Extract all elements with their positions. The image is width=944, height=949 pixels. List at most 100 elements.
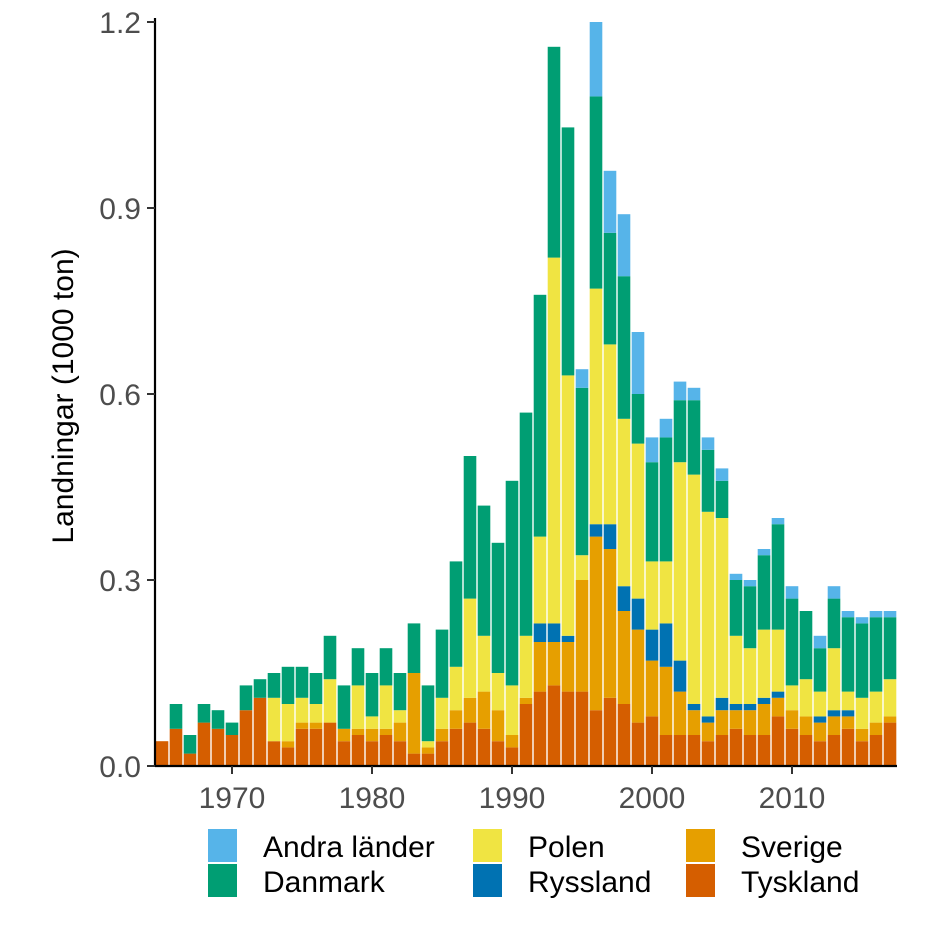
bar-segment-tyskland-1998 [617, 704, 631, 766]
bar-segment-polen-1982 [393, 710, 407, 723]
legend-key-ryssland [473, 864, 502, 897]
bar-segment-sverige-1980 [365, 728, 379, 742]
bar-segment-sverige-1994 [561, 642, 575, 692]
bar-segment-danmark-1989 [491, 542, 505, 673]
bar-segment-polen-1985 [435, 697, 449, 729]
bar-segment-tyskland-2016 [869, 735, 883, 766]
bar-segment-sverige-1975 [295, 722, 309, 729]
bar-segment-sverige-1985 [435, 728, 449, 742]
bar-segment-sverige-2014 [841, 716, 855, 729]
bar-segment-tyskland-2009 [771, 716, 785, 766]
bar-segment-polen-1987 [463, 598, 477, 698]
bar-segment-tyskland-2013 [827, 735, 841, 766]
bar-segment-sverige-1979 [351, 728, 365, 735]
bar-segment-polen-2013 [827, 648, 841, 711]
y-tick-label: 0.3 [99, 565, 141, 598]
bar-segment-ryssland-1993 [547, 623, 561, 642]
bar-segment-ryssland-2002 [673, 660, 687, 692]
bar-segment-andra-lander-2010 [785, 586, 799, 599]
bar-segment-danmark-1971 [239, 685, 253, 711]
bar-segment-sverige-2001 [659, 666, 673, 735]
bar-segment-sverige-2006 [729, 710, 743, 729]
bar-segment-ryssland-2012 [813, 716, 827, 723]
bar-segment-polen-2007 [743, 648, 757, 704]
bar-segment-andra-lander-2012 [813, 635, 827, 649]
bar-segment-sverige-2017 [883, 716, 897, 723]
bar-segment-polen-1994 [561, 375, 575, 636]
bar-segment-sverige-2004 [701, 722, 715, 742]
bar-segment-tyskland-1968 [197, 722, 211, 766]
bar-segment-danmark-2005 [715, 480, 729, 518]
bar-segment-ryssland-2009 [771, 691, 785, 698]
legend-label-tyskland: Tyskland [741, 866, 859, 899]
bar-segment-sverige-2009 [771, 697, 785, 717]
bar-segment-polen-1977 [323, 679, 337, 723]
bar-segment-tyskland-1981 [379, 735, 393, 766]
bar-segment-danmark-2006 [729, 580, 743, 636]
bar-segment-danmark-2004 [701, 449, 715, 512]
bar-segment-sverige-1992 [533, 642, 547, 692]
bar-segment-sverige-1988 [477, 691, 491, 729]
bar-segment-danmark-1996 [589, 96, 603, 289]
bar-segment-sverige-1995 [575, 580, 589, 692]
bar-segment-tyskland-1969 [211, 728, 225, 766]
bar-segment-andra-lander-1999 [631, 332, 645, 394]
bar-segment-andra-lander-2016 [869, 611, 883, 618]
legend-label-ryssland: Ryssland [528, 866, 651, 899]
bar-segment-polen-1992 [533, 536, 547, 624]
bar-segment-andra-lander-2009 [771, 518, 785, 525]
bar-segment-tyskland-1979 [351, 735, 365, 766]
bar-segment-polen-1999 [631, 443, 645, 599]
bar-segment-andra-lander-1997 [603, 170, 617, 233]
bar-segment-andra-lander-2003 [687, 387, 701, 401]
bar-segment-polen-1984 [421, 741, 435, 748]
y-tick-label: 1.2 [99, 7, 141, 40]
y-tick-label: 0.6 [99, 379, 141, 412]
bar-segment-polen-1996 [589, 288, 603, 525]
bar-segment-tyskland-1984 [421, 753, 435, 766]
bar-segment-danmark-2010 [785, 598, 799, 686]
bar-segment-tyskland-1973 [267, 741, 281, 766]
bar-segment-andra-lander-2001 [659, 418, 673, 438]
bar-segment-andra-lander-1998 [617, 214, 631, 277]
bar-segment-polen-1998 [617, 418, 631, 587]
bar-segment-sverige-1984 [421, 747, 435, 754]
bar-segment-tyskland-1997 [603, 697, 617, 766]
bar-segment-polen-2016 [869, 691, 883, 723]
bar-segment-tyskland-2008 [757, 735, 771, 766]
bars-layer [155, 22, 897, 766]
bar-segment-sverige-2008 [757, 704, 771, 735]
bar-segment-tyskland-2006 [729, 728, 743, 766]
bar-segment-tyskland-1999 [631, 722, 645, 766]
bar-segment-polen-1989 [491, 673, 505, 711]
legend-label-sverige: Sverige [741, 831, 843, 864]
bar-segment-danmark-1974 [281, 666, 295, 704]
bar-segment-ryssland-2004 [701, 716, 715, 723]
bar-segment-sverige-1996 [589, 536, 603, 711]
bar-segment-sverige-1990 [505, 735, 519, 748]
bar-segment-danmark-1991 [519, 412, 533, 636]
bar-segment-tyskland-1966 [169, 728, 183, 766]
bar-segment-ryssland-1996 [589, 524, 603, 537]
bar-segment-polen-2000 [645, 561, 659, 630]
bar-segment-sverige-1981 [379, 728, 393, 735]
bar-segment-danmark-2002 [673, 400, 687, 463]
bar-segment-tyskland-2012 [813, 741, 827, 766]
bar-segment-danmark-1985 [435, 629, 449, 698]
bar-segment-sverige-2013 [827, 716, 841, 735]
bar-segment-tyskland-1978 [337, 741, 351, 766]
bar-segment-sverige-1978 [337, 728, 351, 742]
bar-segment-sverige-1986 [449, 710, 463, 729]
bar-segment-danmark-2011 [799, 611, 813, 680]
bar-segment-polen-2010 [785, 685, 799, 711]
bar-segment-sverige-1983 [407, 673, 421, 754]
bar-segment-ryssland-2007 [743, 704, 757, 711]
bar-segment-sverige-2005 [715, 710, 729, 735]
bar-segment-tyskland-1971 [239, 710, 253, 766]
bar-segment-tyskland-1989 [491, 741, 505, 766]
bar-segment-polen-1980 [365, 716, 379, 729]
bar-segment-andra-lander-2017 [883, 611, 897, 618]
bar-segment-sverige-1976 [309, 722, 323, 729]
bar-segment-tyskland-1987 [463, 722, 477, 766]
